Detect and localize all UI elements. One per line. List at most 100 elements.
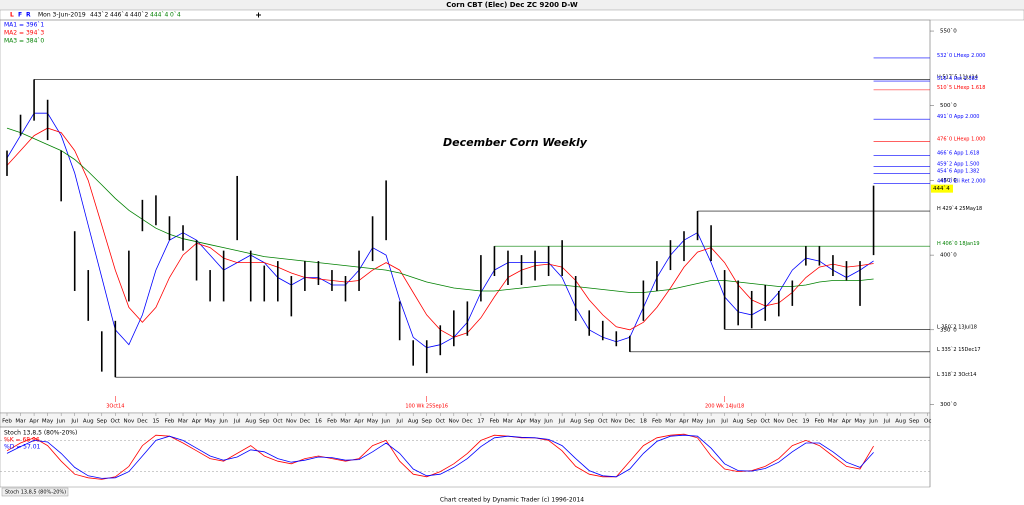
x-tick-label: Mar [340, 419, 351, 425]
x-tick-label: Sep [422, 419, 433, 425]
title-bar [0, 0, 1024, 10]
x-tick-label: Apr [29, 419, 39, 425]
chart-title: Corn CBT (Elec) Dec ZC 9200 D-W [446, 1, 578, 9]
x-tick-label: Apr [354, 419, 364, 425]
x-tick-label: Dec [137, 419, 148, 425]
x-tick-label: 15 [152, 419, 159, 425]
y-tick-label: 550`0 [940, 29, 957, 35]
x-tick-label: Jul [233, 419, 241, 425]
chart-annotation: December Corn Weekly [443, 136, 588, 149]
x-tick-label: May [692, 419, 704, 425]
x-tick-label: Mar [178, 419, 189, 425]
x-tick-label: Oct [760, 419, 770, 425]
last-price-label: 444`4 [933, 186, 950, 192]
x-tick-label: Feb [2, 419, 12, 425]
level-label: 454`6 App 1.382 [937, 168, 980, 174]
x-tick-label: Oct [436, 419, 446, 425]
x-tick-label: Oct [598, 419, 608, 425]
x-tick-label: Oc [924, 419, 931, 425]
x-tick-label: 16 [315, 419, 322, 425]
x-tick-label: Jul [720, 419, 728, 425]
x-tick-label: Nov [773, 419, 784, 425]
x-tick-label: Jul [70, 419, 78, 425]
x-tick-label: 19 [802, 419, 809, 425]
level-label: 532`0 LHexp 2.000 [937, 53, 985, 59]
x-tick-label: Sep [259, 419, 270, 425]
x-tick-label: Jul [883, 419, 891, 425]
x-tick-label: Dec [787, 419, 798, 425]
x-tick-label: Mar [15, 419, 26, 425]
stoch-legend: %K = 68.96 [4, 437, 40, 444]
panel-tab-label: Stoch 13,8,5 (80%-20%) [5, 490, 66, 496]
x-tick-label: Aug [245, 419, 256, 425]
legend-entry: MA2 = 394`3 [4, 30, 44, 37]
date-marker-label: 100 Wk 25Sep16 [405, 404, 448, 410]
toolbar-button[interactable]: R [26, 12, 31, 19]
x-tick-label: Apr [679, 419, 689, 425]
x-tick-label: Dec [625, 419, 636, 425]
moving-average [6, 127, 874, 293]
x-tick-label: Nov [123, 419, 134, 425]
date-marker-label: 3Oct14 [106, 404, 124, 410]
x-tick-label: Jul [558, 419, 566, 425]
x-tick-label: Jun [543, 419, 553, 425]
toolbar-date: Mon 3-Jun-2019 [38, 12, 86, 19]
level-label: H 429`4 25May18 [937, 206, 982, 212]
toolbar-quote: 443`2 [90, 12, 108, 19]
last-price-box [931, 184, 953, 193]
level-label: 476`0 LHexp 1.000 [937, 137, 985, 143]
legend-entry: MA1 = 396`1 [4, 22, 44, 29]
level-label: H 406`0 18Jan19 [937, 241, 980, 247]
level-label: L 350`2 13Jul18 [937, 324, 977, 330]
level-label: 459`2 App 1.500 [937, 162, 980, 168]
x-tick-label: Feb [327, 419, 337, 425]
x-tick-label: Feb [490, 419, 500, 425]
x-tick-label: Oct [111, 419, 121, 425]
toolbar-quote: 446`4 [110, 12, 128, 19]
x-tick-label: Sep [909, 419, 920, 425]
panel-tab[interactable] [1, 487, 69, 497]
x-tick-label: Oct [273, 419, 283, 425]
x-tick-label: Nov [286, 419, 297, 425]
y-tick-label: 450`0 [940, 178, 957, 184]
stoch-line [6, 433, 874, 480]
x-tick-label: May [204, 419, 216, 425]
x-tick-label: 17 [477, 419, 484, 425]
x-tick-label: Nov [611, 419, 622, 425]
level-label: 466`6 App 1.618 [937, 150, 980, 156]
x-tick-label: May [42, 419, 54, 425]
x-tick-label: Aug [408, 419, 419, 425]
date-marker-label: 200 Wk 14Jul18 [705, 404, 744, 410]
level-label: H 517`5 11Jul14 [937, 74, 978, 80]
x-tick-label: Mar [665, 419, 676, 425]
stoch-title: Stoch 13,8,5 (80%-20%) [4, 430, 77, 437]
y-tick-label: 350`0 [940, 327, 957, 333]
toolbar-button[interactable]: L [10, 12, 14, 19]
level-label: 491`0 App 2.000 [937, 114, 980, 120]
x-tick-label: Jun [56, 419, 66, 425]
y-tick-label: 400`0 [940, 253, 957, 259]
x-tick-label: Nov [448, 419, 459, 425]
level-label: 448`0 Eli Ret 2.000 [937, 178, 986, 184]
x-tick-label: Aug [83, 419, 94, 425]
x-tick-label: Sep [584, 419, 595, 425]
toolbar-quote: 0`4 [170, 12, 181, 19]
x-tick-label: May [367, 419, 379, 425]
x-tick-label: Feb [165, 419, 175, 425]
x-tick-label: Apr [192, 419, 202, 425]
toolbar-quote: 444`4 [150, 12, 168, 19]
add-icon[interactable] [256, 12, 261, 18]
x-tick-label: Jun [868, 419, 878, 425]
x-tick-label: May [854, 419, 866, 425]
x-tick-label: Aug [570, 419, 581, 425]
level-label: L 335`2 15Dec17 [937, 347, 981, 353]
x-tick-label: Mar [503, 419, 514, 425]
legend-entry: MA3 = 384`0 [4, 38, 44, 45]
x-tick-label: Mar [828, 419, 839, 425]
x-tick-label: Jul [395, 419, 403, 425]
x-tick-label: Feb [815, 419, 825, 425]
level-label: 516`4 Ret 2.382 [937, 76, 978, 82]
x-tick-label: Jun [218, 419, 228, 425]
toolbar-button[interactable]: F [18, 12, 22, 19]
